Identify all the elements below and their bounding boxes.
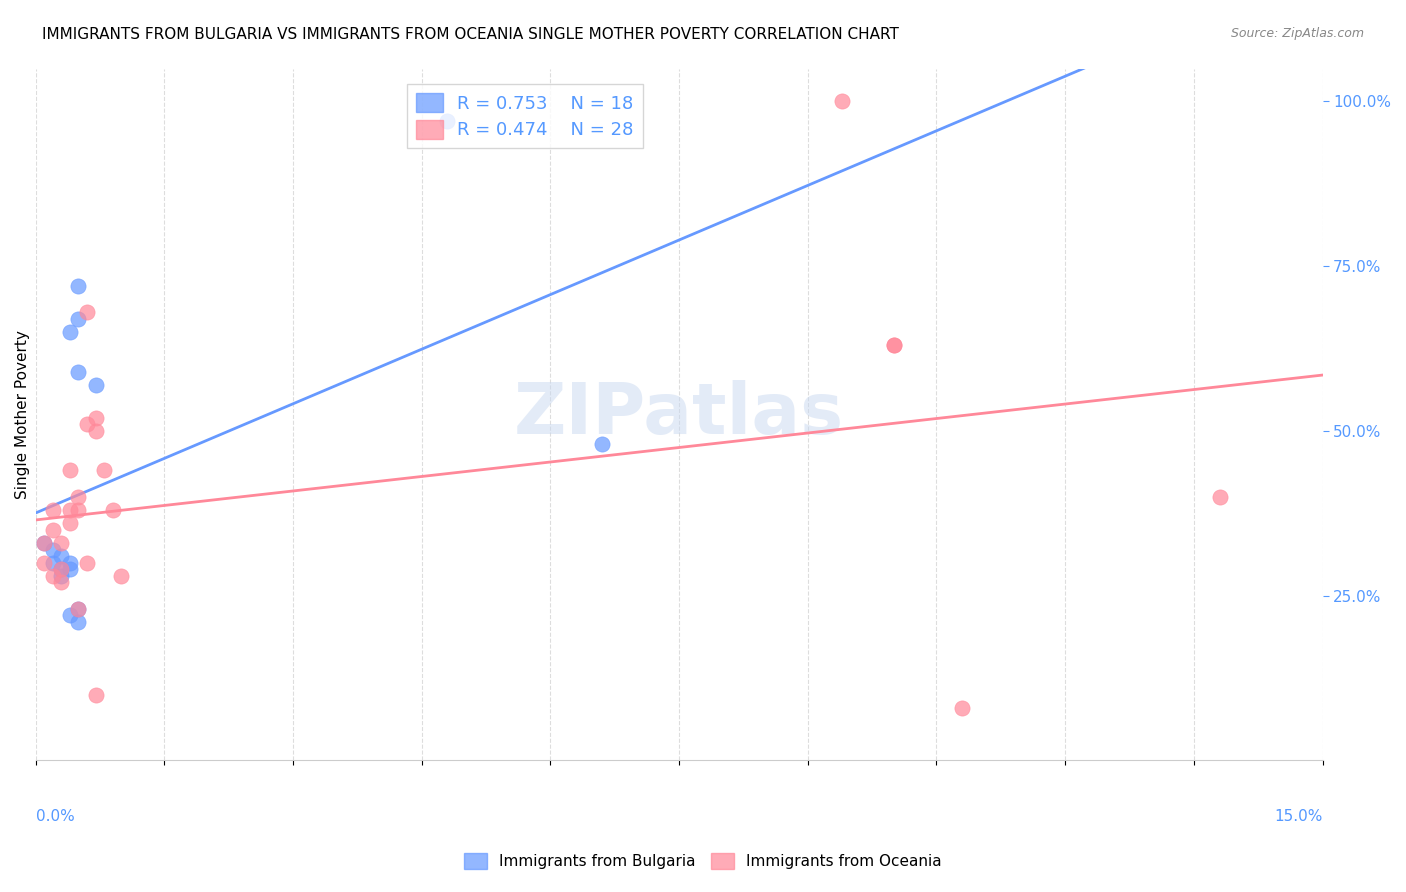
Point <box>51 562 73 576</box>
Point <box>110 569 132 583</box>
Point <box>436 114 458 128</box>
Point <box>101 503 124 517</box>
Point <box>67 615 90 629</box>
Point <box>59 608 82 623</box>
Point <box>59 516 82 531</box>
Point <box>84 688 107 702</box>
Legend: Immigrants from Bulgaria, Immigrants from Oceania: Immigrants from Bulgaria, Immigrants fro… <box>458 847 948 875</box>
Point <box>67 365 90 379</box>
Point <box>67 312 90 326</box>
Point <box>51 562 73 576</box>
Point <box>51 536 73 550</box>
Point <box>41 542 63 557</box>
Text: 15.0%: 15.0% <box>1274 809 1323 824</box>
Point <box>32 556 55 570</box>
Point <box>32 536 55 550</box>
Point <box>883 338 905 352</box>
Point <box>41 503 63 517</box>
Text: 0.0%: 0.0% <box>35 809 75 824</box>
Point <box>41 569 63 583</box>
Point <box>59 562 82 576</box>
Point <box>76 417 98 432</box>
Point <box>51 569 73 583</box>
Point <box>59 556 82 570</box>
Point <box>84 410 107 425</box>
Point <box>76 556 98 570</box>
Point <box>1208 490 1230 504</box>
Point <box>41 556 63 570</box>
Point <box>84 377 107 392</box>
Text: IMMIGRANTS FROM BULGARIA VS IMMIGRANTS FROM OCEANIA SINGLE MOTHER POVERTY CORREL: IMMIGRANTS FROM BULGARIA VS IMMIGRANTS F… <box>42 27 898 42</box>
Point <box>51 575 73 590</box>
Y-axis label: Single Mother Poverty: Single Mother Poverty <box>15 330 30 499</box>
Point <box>67 503 90 517</box>
Point <box>950 700 973 714</box>
Point <box>883 338 905 352</box>
Point <box>84 424 107 438</box>
Point <box>831 95 853 109</box>
Text: ZIPatlas: ZIPatlas <box>515 380 844 449</box>
Point <box>59 325 82 339</box>
Legend: R = 0.753    N = 18, R = 0.474    N = 28: R = 0.753 N = 18, R = 0.474 N = 28 <box>406 85 643 148</box>
Point <box>67 490 90 504</box>
Point <box>67 602 90 616</box>
Text: Source: ZipAtlas.com: Source: ZipAtlas.com <box>1230 27 1364 40</box>
Point <box>41 523 63 537</box>
Point <box>59 463 82 477</box>
Point <box>67 279 90 293</box>
Point <box>51 549 73 563</box>
Point <box>32 536 55 550</box>
Point <box>59 503 82 517</box>
Point <box>591 437 613 451</box>
Point <box>93 463 115 477</box>
Point <box>76 305 98 319</box>
Point <box>67 602 90 616</box>
